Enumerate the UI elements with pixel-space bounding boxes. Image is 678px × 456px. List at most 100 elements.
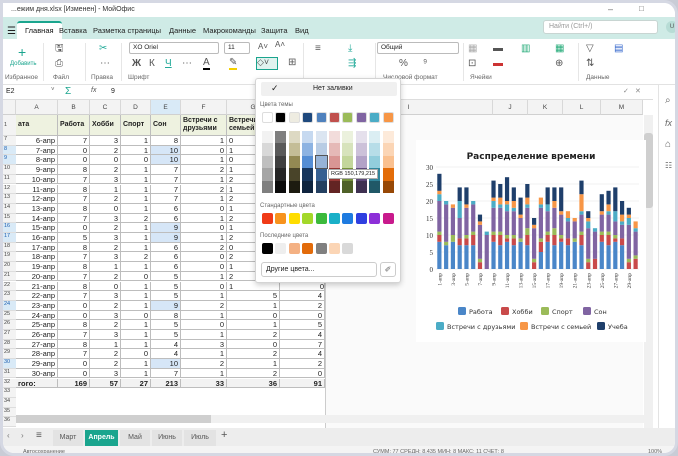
tab-macros[interactable]: Макрокоманды	[203, 26, 256, 35]
table-cell[interactable]: 1	[181, 233, 227, 243]
table-cell[interactable]: 2	[181, 184, 227, 195]
increase-font-icon[interactable]: A˄	[275, 40, 286, 49]
table-cell[interactable]: 1	[121, 281, 151, 292]
table-cell[interactable]: 7	[58, 330, 90, 340]
table-cell[interactable]: 3	[90, 291, 121, 301]
row-header[interactable]: 24	[3, 300, 16, 311]
table-cell[interactable]: 2	[90, 194, 121, 204]
table-cell[interactable]: 1	[181, 213, 227, 224]
table-cell[interactable]: 8	[58, 281, 90, 292]
row-header[interactable]: 9	[3, 155, 16, 166]
table-cell[interactable]: 27-апр	[16, 339, 58, 350]
theme-color-swatch[interactable]	[315, 112, 327, 123]
tab-protection[interactable]: Защита	[261, 26, 288, 35]
shade-color-swatch[interactable]	[342, 131, 354, 144]
table-cell[interactable]: 23-апр	[16, 300, 58, 311]
row-header[interactable]: 8	[3, 145, 16, 156]
shade-color-swatch[interactable]	[314, 154, 328, 170]
table-cell[interactable]: 2	[280, 359, 325, 369]
row-header[interactable]: 16	[3, 223, 16, 233]
menu-hamburger-icon[interactable]: ☰	[7, 26, 16, 37]
table-cell[interactable]: 1	[181, 349, 227, 360]
table-cell[interactable]: 1	[121, 359, 151, 369]
column-title-cell[interactable]: Хобби	[90, 115, 121, 136]
table-cell[interactable]: 6	[151, 213, 181, 224]
row-header[interactable]: 21	[3, 271, 16, 282]
table-cell[interactable]: 4	[151, 339, 181, 350]
sheet-tab-april[interactable]: Апрель	[85, 430, 118, 446]
table-cell[interactable]: 5	[151, 271, 181, 282]
table-cell[interactable]: 7	[151, 368, 181, 379]
table-cell[interactable]: 0	[58, 368, 90, 379]
column-header-b[interactable]: B	[58, 100, 90, 115]
row-header[interactable]: 1	[3, 115, 16, 136]
table-cell[interactable]: 8	[58, 203, 90, 214]
table-cell[interactable]: 5	[151, 281, 181, 292]
stacked-bar-chart[interactable]: Распределение времени 0 5 10 15 20 25 30 1-апр 3-…	[416, 140, 646, 342]
table-cell[interactable]: 7	[58, 213, 90, 224]
table-cell[interactable]: 4	[151, 349, 181, 360]
row-header[interactable]: 12	[3, 184, 16, 195]
standard-color-swatch[interactable]	[355, 213, 367, 224]
column-title-cell[interactable]: Спорт	[121, 115, 151, 136]
shade-color-swatch[interactable]	[262, 131, 273, 144]
percent-icon[interactable]: %	[399, 58, 408, 69]
table-cell[interactable]: 2	[90, 359, 121, 369]
table-cell[interactable]: 1	[181, 155, 227, 166]
eyedropper-icon[interactable]: ✐	[380, 262, 396, 277]
shade-color-swatch[interactable]	[315, 180, 327, 193]
standard-color-swatch[interactable]	[288, 213, 300, 224]
recent-color-swatch[interactable]	[275, 243, 287, 254]
underline-button[interactable]: Ч	[165, 58, 172, 69]
table-cell[interactable]: 1	[181, 136, 227, 146]
table-cell[interactable]: 7	[58, 252, 90, 263]
table-cell[interactable]: 4	[280, 291, 325, 301]
table-cell[interactable]: 22-апр	[16, 291, 58, 301]
highlight-icon[interactable]: ✎	[229, 57, 238, 70]
shade-color-swatch[interactable]	[302, 168, 314, 181]
table-cell[interactable]: 1	[90, 262, 121, 272]
more-colors-button[interactable]: Другие цвета...	[261, 262, 377, 277]
column-header-m[interactable]: M	[601, 100, 643, 115]
table-cell[interactable]: 1	[121, 136, 151, 146]
row-header[interactable]: 25	[3, 310, 16, 321]
shade-color-swatch[interactable]	[315, 168, 327, 181]
table-cell[interactable]: 14-апр	[16, 213, 58, 224]
table-cell[interactable]: 10	[151, 155, 181, 166]
table-cell[interactable]: 11-апр	[16, 184, 58, 195]
table-cell[interactable]: 1	[121, 174, 151, 185]
table-cell[interactable]: 1	[121, 223, 151, 233]
table-cell[interactable]: 0	[227, 339, 280, 350]
table-cell[interactable]: 26-апр	[16, 330, 58, 340]
column-header-d[interactable]: D	[121, 100, 151, 115]
function-icon[interactable]: fx	[91, 87, 97, 94]
table-cell[interactable]: 5	[280, 320, 325, 330]
name-box[interactable]: E2	[6, 88, 15, 95]
table-cell[interactable]: 6-апр	[16, 136, 58, 146]
delete-cells-icon[interactable]: ▬	[493, 58, 503, 69]
shade-color-swatch[interactable]	[302, 143, 314, 156]
table-cell[interactable]: 3	[90, 310, 121, 321]
table-cell[interactable]: 2	[121, 252, 151, 263]
table-cell[interactable]: 3	[90, 330, 121, 340]
shade-color-swatch[interactable]	[288, 180, 300, 193]
table-cell[interactable]: 17-апр	[16, 242, 58, 253]
table-cell[interactable]: 1	[181, 271, 227, 282]
table-cell[interactable]: 1	[121, 291, 151, 301]
row-header[interactable]: 22	[3, 281, 16, 292]
table-cell[interactable]: 12-апр	[16, 194, 58, 204]
table-cell[interactable]: 0	[181, 145, 227, 156]
table-cell[interactable]: 0	[58, 300, 90, 311]
shade-color-swatch[interactable]	[342, 155, 354, 169]
row-header[interactable]: 23	[3, 291, 16, 301]
save-icon[interactable]: 🖫	[55, 43, 64, 54]
table-cell[interactable]: 7	[151, 165, 181, 175]
row-header[interactable]: 11	[3, 174, 16, 185]
shade-color-swatch[interactable]	[302, 131, 314, 144]
table-cell[interactable]: 2	[181, 359, 227, 369]
function-panel-icon[interactable]: fx	[665, 118, 673, 128]
print-icon[interactable]: ⎙	[55, 58, 63, 69]
row-header[interactable]: 18	[3, 242, 16, 253]
table-cell[interactable]: 10	[151, 359, 181, 369]
total-cell[interactable]: 169	[58, 378, 90, 389]
